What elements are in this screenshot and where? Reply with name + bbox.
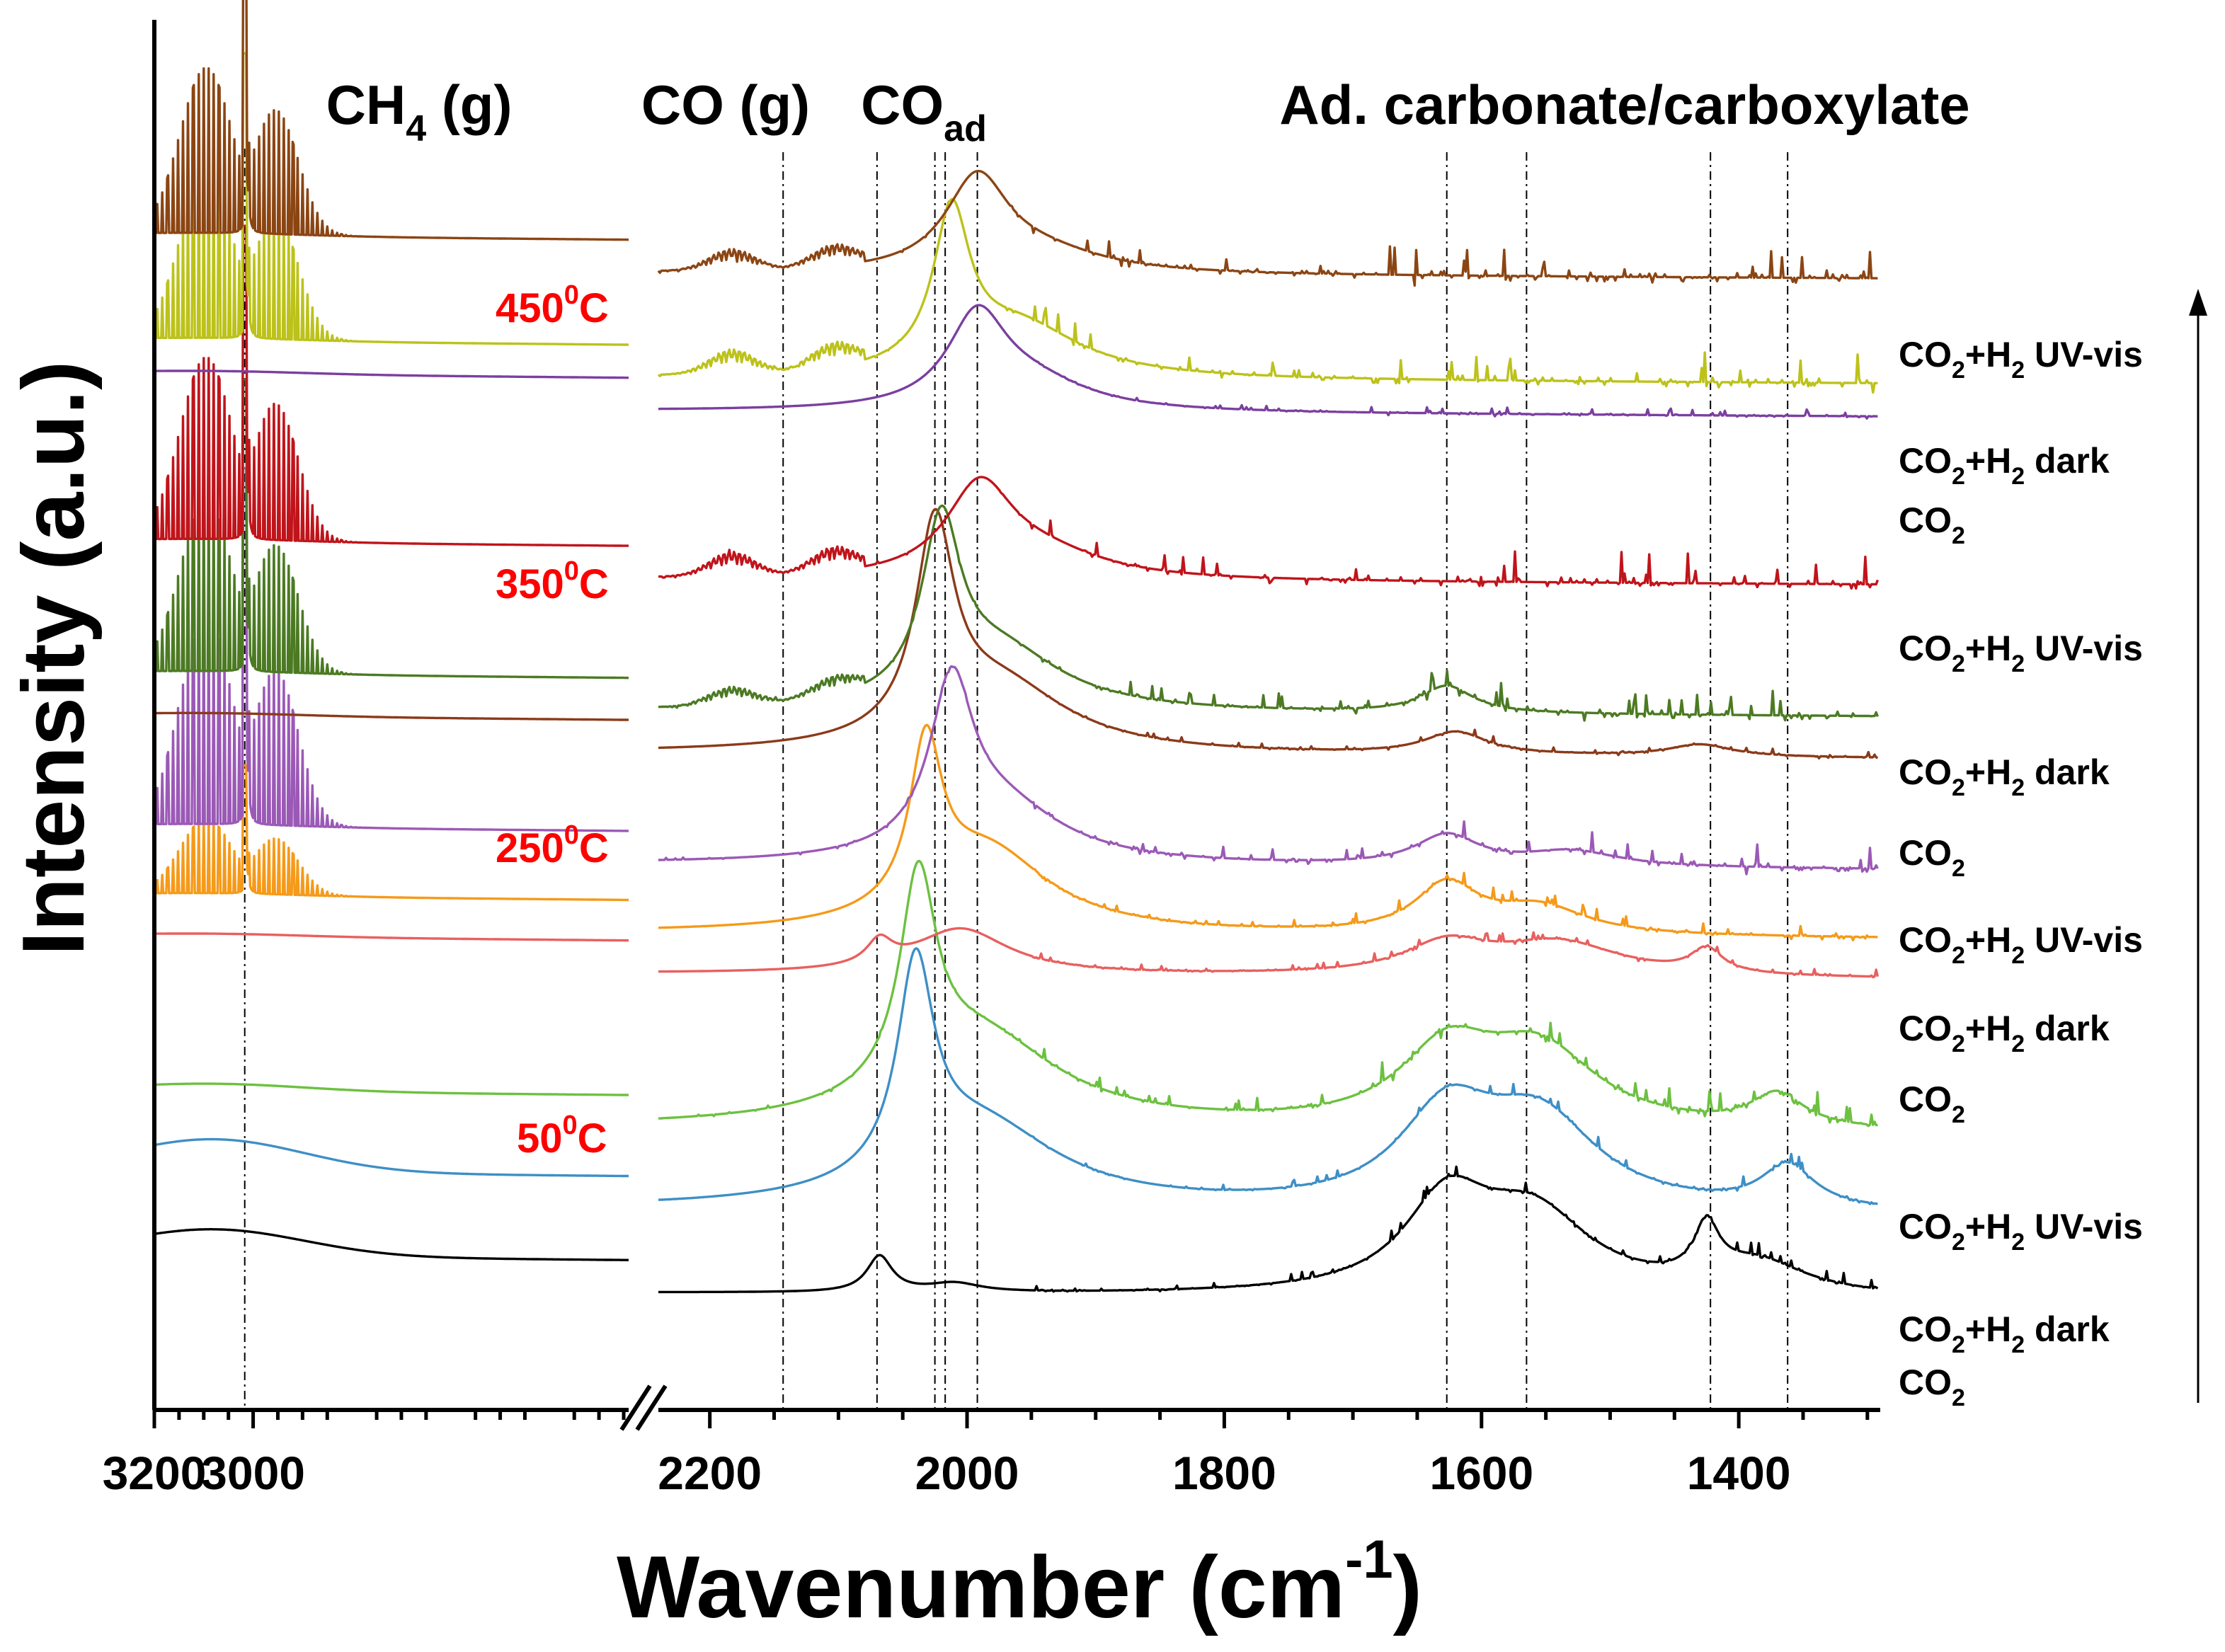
axis-break-mark-1 bbox=[619, 1384, 652, 1431]
trace-right bbox=[658, 504, 1879, 722]
trace-right bbox=[657, 197, 1878, 394]
x-tick-label-1600: 1600 bbox=[1429, 1447, 1533, 1499]
series-350-c-co2-h2-dark bbox=[154, 378, 1879, 722]
y-axis-title: Intensity (a.u.) bbox=[5, 361, 103, 956]
band-label-3: Ad. carbonate/carboxylate bbox=[1279, 74, 1969, 136]
x-tick-label-1400: 1400 bbox=[1687, 1447, 1791, 1499]
band-labels: CH4 (g) CO (g) COad Ad. carbonate/carboxyla… bbox=[326, 74, 1970, 149]
trace-label: CO2+H2 UV-vis bbox=[1899, 335, 2143, 384]
series-250-c-co2-h2-uv-vis bbox=[154, 466, 1879, 876]
trace-label: CO2+H2 dark bbox=[1899, 1309, 2110, 1358]
x-tick-label-2000: 2000 bbox=[915, 1447, 1019, 1499]
trace-right bbox=[658, 507, 1879, 759]
series-450-c-co2-h2-uv-vis bbox=[154, 0, 1878, 287]
trace-right bbox=[658, 665, 1879, 876]
trace-left bbox=[154, 1082, 629, 1096]
trace-right bbox=[658, 304, 1878, 420]
band-label-1: CO (g) bbox=[641, 74, 810, 136]
trace-left bbox=[154, 369, 629, 379]
trace-label: CO2 bbox=[1899, 833, 1965, 882]
series-50-c-co2-h2-uv-vis bbox=[154, 859, 1878, 1128]
series-50-c-co2 bbox=[154, 1165, 1879, 1294]
spectra-traces bbox=[154, 0, 1880, 1294]
x-tick-label-2200: 2200 bbox=[658, 1447, 762, 1499]
temperature-label-350: 3500C bbox=[496, 556, 609, 607]
series-250-c-co2 bbox=[154, 927, 1880, 979]
trace-right bbox=[658, 927, 1880, 979]
temperature-label-50: 500C bbox=[517, 1111, 607, 1161]
trace-right bbox=[658, 723, 1878, 941]
trace-right bbox=[658, 476, 1879, 590]
temperature-labels: 4500C 3500C 2500C 500C bbox=[496, 280, 609, 1161]
trace-left bbox=[154, 1137, 629, 1178]
temperature-label-450: 4500C bbox=[496, 280, 609, 331]
x-tick-label-3200: 3200 bbox=[103, 1447, 207, 1499]
trace-label: CO2+H2 UV-vis bbox=[1899, 1207, 2143, 1256]
trace-label: CO2 bbox=[1899, 1079, 1965, 1128]
trace-left bbox=[154, 764, 629, 902]
trace-label: CO2 bbox=[1899, 500, 1965, 549]
trace-left bbox=[154, 52, 629, 346]
trace-label: CO2+H2 UV-vis bbox=[1899, 920, 2143, 969]
trace-label: CO2+H2 dark bbox=[1899, 441, 2110, 490]
trace-label: CO2+H2 UV-vis bbox=[1899, 629, 2143, 677]
series-50-c-co2-h2-dark bbox=[154, 947, 1878, 1205]
series-450-c-co2-h2-dark bbox=[154, 52, 1878, 394]
series-350-c-co2 bbox=[154, 507, 1879, 759]
trace-left bbox=[154, 0, 629, 241]
band-label-0: CH4 (g) bbox=[326, 74, 513, 149]
trace-right bbox=[658, 859, 1878, 1128]
trace-left bbox=[154, 378, 629, 679]
trace-right bbox=[658, 1165, 1879, 1294]
x-axis-title: Wavenumber (cm-1) bbox=[617, 1530, 1422, 1636]
trace-left bbox=[154, 466, 629, 832]
temperature-label-250: 2500C bbox=[496, 820, 609, 871]
trace-label: CO2+H2 dark bbox=[1899, 752, 2110, 801]
trace-left bbox=[154, 1228, 629, 1261]
trace-left bbox=[154, 932, 629, 942]
trace-label: CO2 bbox=[1899, 1363, 1965, 1411]
trace-labels: CO2+H2 UV-vis CO2+H2 dark CO2 CO2+H2 UV-vis… bbox=[1899, 335, 2143, 1411]
trace-label: CO2+H2 dark bbox=[1899, 1009, 2110, 1057]
reference-lines bbox=[244, 149, 1789, 1409]
trace-left bbox=[154, 224, 629, 547]
axis-break-mark-2 bbox=[635, 1384, 668, 1431]
trace-right bbox=[658, 947, 1878, 1205]
series-350-c-co2-h2-uv-vis bbox=[154, 224, 1879, 590]
series-250-c-co2-h2-dark bbox=[154, 723, 1878, 941]
trend-arrow-head bbox=[2189, 289, 2207, 316]
series-450-c-co2 bbox=[154, 304, 1878, 420]
x-tick-label-1800: 1800 bbox=[1172, 1447, 1276, 1499]
trace-left bbox=[154, 711, 629, 721]
axes bbox=[152, 20, 1880, 1431]
x-tick-label-3000: 3000 bbox=[201, 1447, 305, 1499]
band-label-2: COad bbox=[861, 74, 987, 149]
trace-right bbox=[657, 169, 1878, 287]
